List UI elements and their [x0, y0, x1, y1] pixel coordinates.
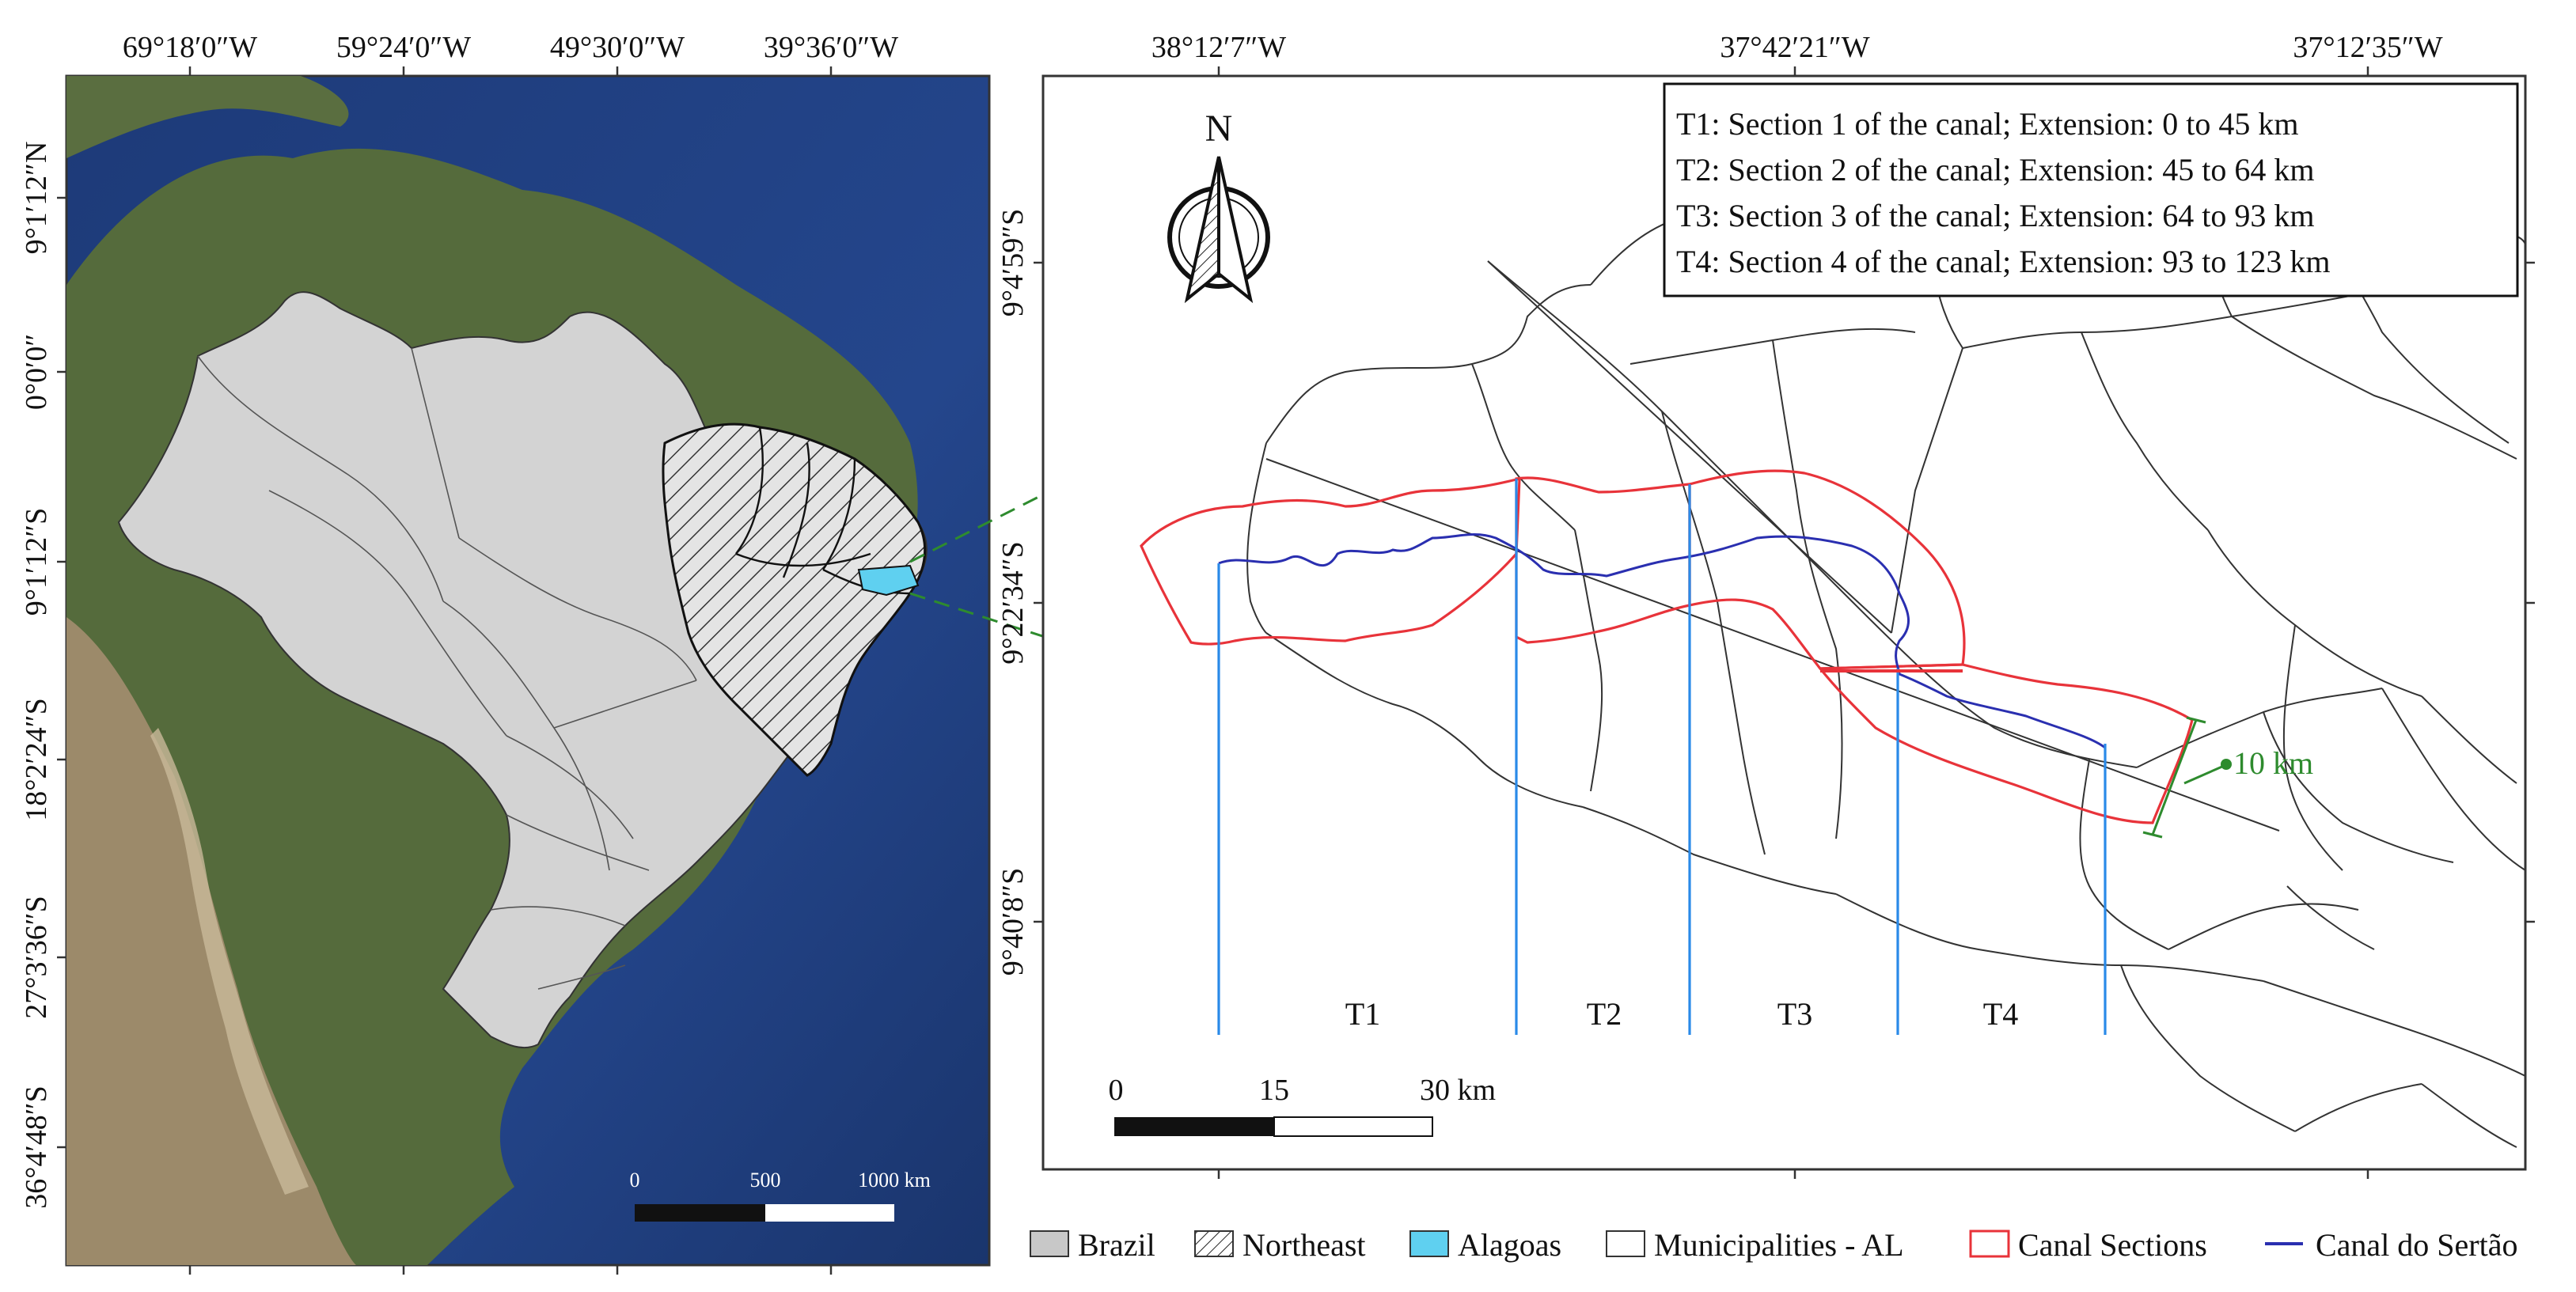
section-label-t1: T1: [1345, 996, 1380, 1032]
left-top-coord-2: 59°24′0″W: [336, 31, 471, 64]
left-side-coord-5: 27°3′36″S: [20, 896, 53, 1018]
right-scale-label-15: 15: [1259, 1074, 1289, 1107]
legend-label-brazil: Brazil: [1078, 1227, 1155, 1263]
info-line-t1: T1: Section 1 of the canal; Extension: 0…: [1676, 106, 2299, 142]
right-side-coord-1: 9°4′59″S: [996, 209, 1030, 316]
section-label-t4: T4: [1983, 996, 2018, 1032]
legend-swatch-brazil: [1030, 1230, 1069, 1257]
left-top-coord-3: 49°30′0″W: [550, 31, 685, 64]
left-side-coord-1: 9°1′12″N: [20, 142, 53, 255]
info-line-t3: T3: Section 3 of the canal; Extension: 6…: [1676, 198, 2315, 233]
left-side-coord-6: 36°4′48″S: [20, 1086, 53, 1208]
caribbean-land: [66, 76, 349, 158]
legend-label-northeast: Northeast: [1242, 1227, 1366, 1263]
width-marker: [2142, 716, 2225, 839]
right-side-coord-3: 9°40′8″S: [996, 868, 1030, 976]
north-label: N: [1205, 108, 1233, 150]
legend-swatch-northeast: [1194, 1230, 1234, 1257]
right-scale-bar: 0 15 30 km: [1109, 1074, 1496, 1137]
left-top-coord-1: 69°18′0″W: [123, 31, 257, 64]
municipality-boundaries: [1246, 110, 2526, 1148]
legend-label-alagoas: Alagoas: [1458, 1227, 1561, 1263]
road-line-2: [1487, 260, 1892, 634]
section-dividers: [1217, 479, 2107, 1035]
left-side-coord-4: 18°2′24″S: [20, 698, 53, 820]
right-map-ticks: [1034, 66, 2535, 1179]
legend-swatch-canal-sections: [1969, 1229, 2010, 1258]
left-overview-map: 69°18′0″W 59°24′0″W 49°30′0″W 39°36′0″W …: [20, 31, 991, 1275]
right-side-coord-2: 9°22′34″S: [996, 541, 1030, 664]
legend-label-canal-sections: Canal Sections: [2018, 1227, 2207, 1263]
legend-swatch-municipalities: [1606, 1230, 1645, 1257]
width-marker-dot: [2221, 759, 2232, 770]
right-scale-label-0: 0: [1109, 1074, 1124, 1107]
section-info-box: T1: Section 1 of the canal; Extension: 0…: [1663, 82, 2519, 297]
left-scale-label-0: 0: [630, 1169, 640, 1192]
canal-do-sertao-line: [1218, 533, 2106, 749]
section-label-t3: T3: [1777, 996, 1812, 1032]
section-label-t2: T2: [1587, 996, 1622, 1032]
width-label: 10 km: [2233, 745, 2313, 781]
right-scale-label-30: 30 km: [1420, 1074, 1496, 1107]
info-line-t4: T4: Section 4 of the canal; Extension: 9…: [1676, 244, 2331, 279]
left-top-coord-4: 39°36′0″W: [764, 31, 898, 64]
north-arrow-icon: N: [1167, 108, 1270, 304]
left-side-coord-3: 9°1′12″S: [20, 508, 53, 616]
legend-label-municipalities: Municipalities - AL: [1654, 1227, 1904, 1263]
right-top-coord-2: 37°42′21″W: [1720, 31, 1869, 64]
andes-peaks: [150, 728, 309, 1195]
left-side-coord-2: 0°0′0″: [20, 334, 53, 410]
left-map-ticks: [57, 66, 833, 1275]
left-scale-label-500: 500: [750, 1169, 781, 1192]
northeast-region: [662, 422, 927, 777]
legend-label-canal-do-sertao: Canal do Sertão: [2316, 1227, 2518, 1263]
road-line: [1265, 458, 2280, 832]
right-detail-map: T1 T2 T3 T4 10 km N T1: Section 1 of the…: [996, 31, 2535, 1179]
left-scale-label-1000: 1000 km: [858, 1169, 931, 1192]
map-legend: Brazil Northeast Alagoas Municipalities …: [1030, 1227, 2518, 1263]
left-scale-bar: 0 500 1000 km: [630, 1169, 931, 1222]
alagoas-state: [857, 564, 920, 597]
state-boundaries: [197, 347, 697, 990]
right-top-coord-3: 37°12′35″W: [2293, 31, 2442, 64]
legend-swatch-alagoas: [1409, 1230, 1449, 1257]
right-top-coord-1: 38°12′7″W: [1151, 31, 1286, 64]
info-line-t2: T2: Section 2 of the canal; Extension: 4…: [1676, 152, 2315, 188]
